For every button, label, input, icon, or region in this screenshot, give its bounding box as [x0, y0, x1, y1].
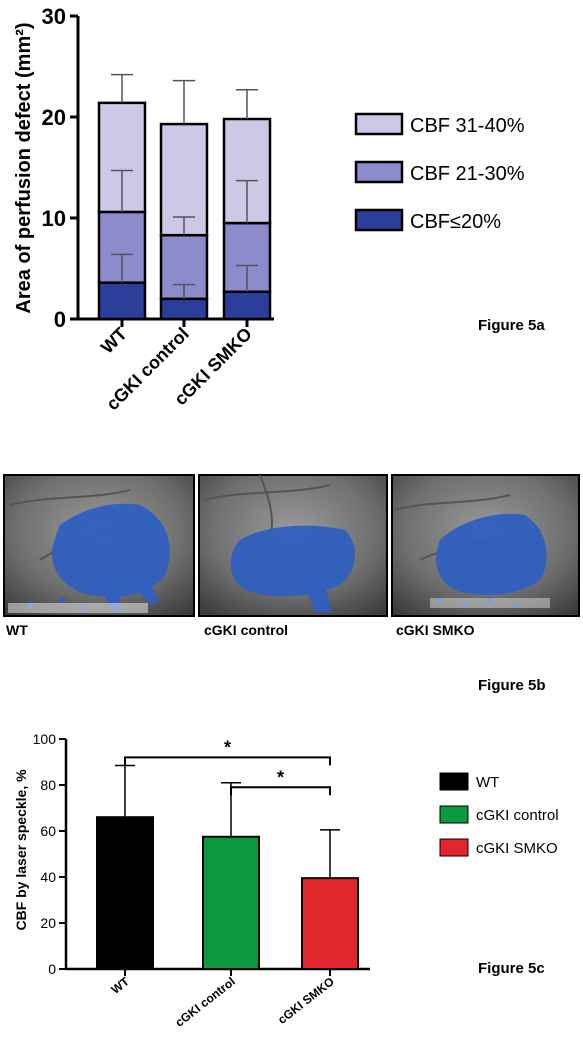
speckle-image-wt [3, 474, 195, 617]
panel-label-wt: WT [6, 622, 28, 638]
legend-swatch [354, 160, 404, 184]
legend-label: CBF≤20% [410, 211, 501, 233]
laser-speckle-images-5b: WT cGKI control cGKI SMKO Figure 5b [3, 474, 580, 694]
y-tick-label: 40 [40, 869, 56, 885]
legend-label: CBF 31-40% [410, 115, 525, 137]
significance-bracket [124, 756, 331, 766]
legend-swatch [354, 112, 404, 136]
y-tick-label: 100 [33, 731, 57, 747]
y-axis-label-5a: Area of perfusion defect (mm²) [13, 22, 35, 313]
y-tick-label: 80 [40, 777, 56, 793]
significance-marker: * [277, 767, 284, 787]
bar-segment [97, 281, 147, 321]
y-tick-label: 60 [40, 823, 56, 839]
speckle-image-cgki-smko [391, 474, 580, 617]
y-axis-label-5c: CBF by laser speckle, % [13, 769, 29, 931]
legend-swatch [439, 805, 469, 824]
bar-segment [222, 290, 272, 321]
stacked-bar-chart-5a: Area of perfusion defect (mm²) 0 10 20 30 W… [13, 4, 545, 414]
figure-caption-5a: Figure 5a [478, 317, 545, 334]
y-tick-label: 10 [42, 206, 66, 231]
y-tick-label: 20 [42, 105, 66, 130]
y-tick-label: 0 [54, 307, 66, 332]
speckle-image-cgki-control [198, 474, 388, 617]
legend-label: cGKI control [476, 807, 559, 824]
legend-5a: CBF 31-40% CBF 21-30% CBF≤20% [354, 112, 525, 233]
legend-swatch [439, 838, 469, 857]
legend-swatch [439, 772, 469, 791]
significance-bracket [230, 786, 331, 796]
x-tick-label: cGKI control [172, 974, 237, 1029]
panel-label-cgki-smko: cGKI SMKO [396, 622, 475, 638]
x-tick-label: WT [97, 324, 131, 358]
bar [96, 816, 154, 971]
x-tick-label: WT [109, 974, 133, 997]
y-tick-label: 30 [42, 4, 66, 29]
bar [301, 877, 359, 971]
panel-label-cgki-control: cGKI control [204, 622, 288, 638]
legend-5c: WT cGKI control cGKI SMKO [439, 772, 559, 857]
significance-marker: * [224, 737, 231, 757]
figure-caption-5c: Figure 5c [478, 960, 545, 977]
legend-label: CBF 21-30% [410, 163, 525, 185]
figure-caption-5b: Figure 5b [478, 677, 546, 694]
x-tick-label: cGKI SMKO [275, 974, 337, 1026]
y-tick-label: 0 [48, 961, 56, 977]
legend-label: WT [476, 774, 499, 791]
bar-segment [159, 297, 209, 321]
y-tick-label: 20 [40, 915, 56, 931]
bar [202, 835, 260, 970]
legend-swatch [354, 208, 404, 232]
legend-label: cGKI SMKO [476, 840, 558, 857]
